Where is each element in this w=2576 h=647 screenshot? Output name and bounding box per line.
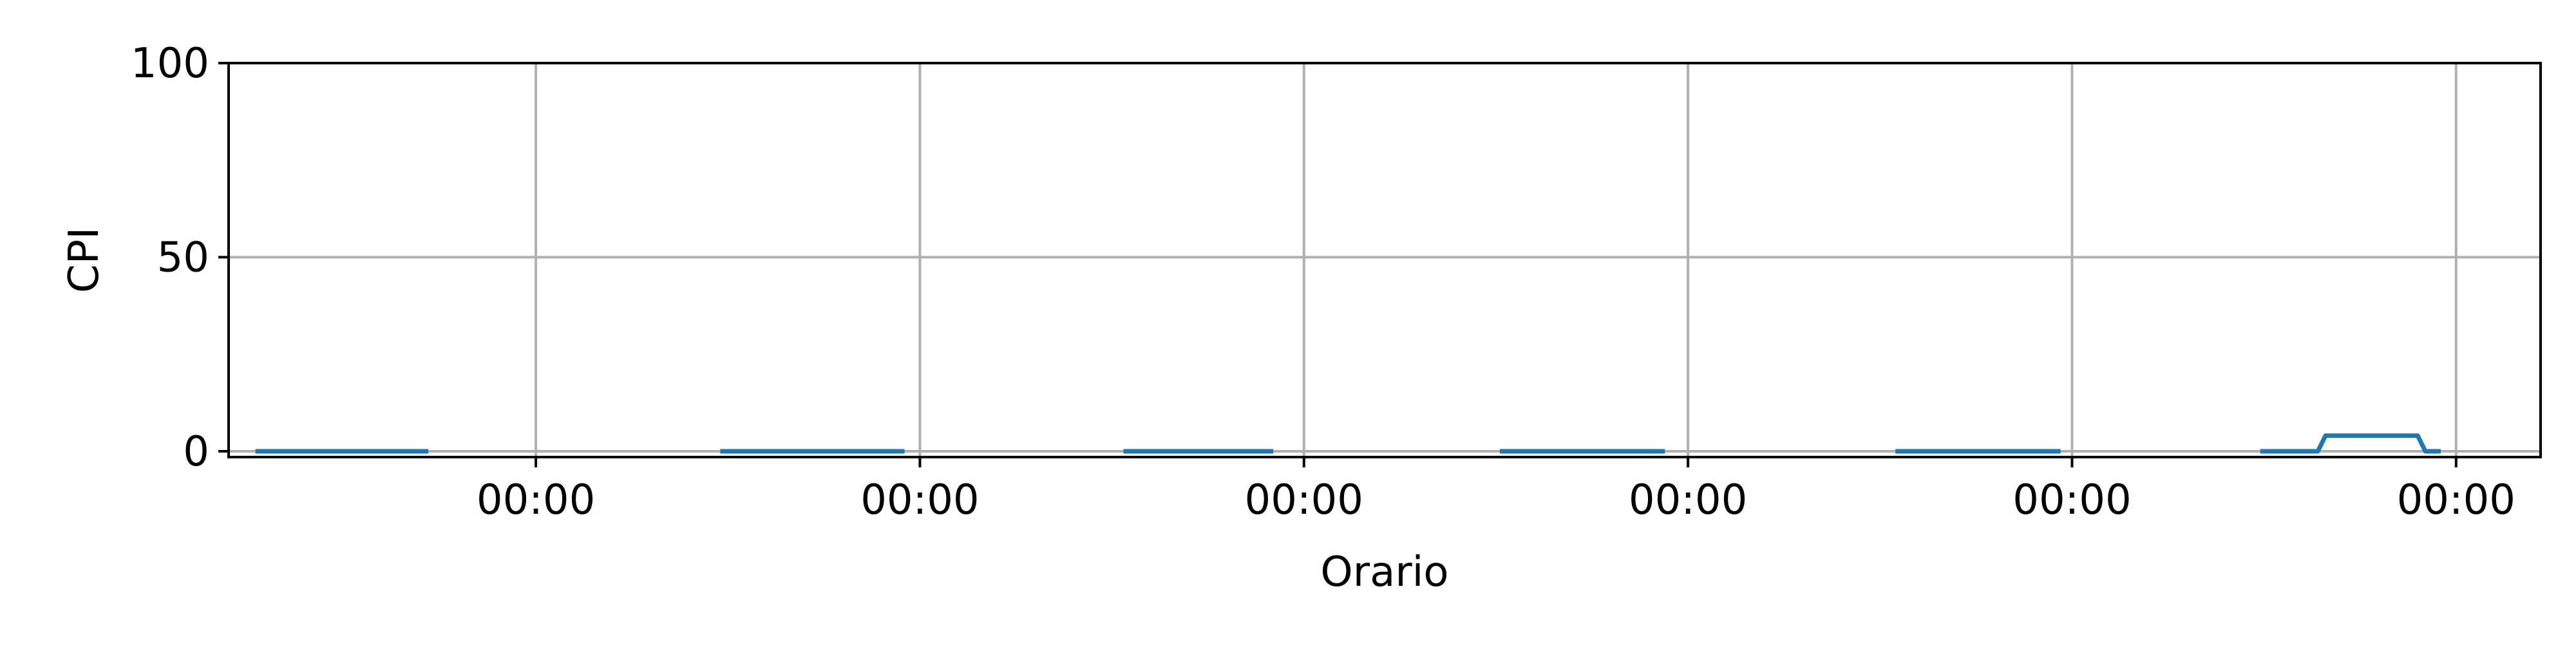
x-tick-label: 00:00 xyxy=(860,476,979,524)
x-tick-label: 00:00 xyxy=(2012,476,2131,524)
series-layer xyxy=(255,433,2441,454)
x-tick-label: 00:00 xyxy=(477,476,595,524)
plot-area-frame xyxy=(227,62,2542,458)
y-tick-label: 0 xyxy=(183,428,209,476)
x-tick-label: 00:00 xyxy=(1245,476,1363,524)
y-tick-label: 50 xyxy=(157,234,209,281)
y-tick-label: 100 xyxy=(131,40,209,88)
x-axis-ticks: 00:00 00:00 00:00 00:00 00:00 00:00 xyxy=(477,457,2515,524)
series-line-segment xyxy=(2260,433,2441,454)
x-tick-label: 00:00 xyxy=(2397,476,2515,524)
x-axis-label: Orario xyxy=(1320,549,1448,596)
grid-lines xyxy=(229,62,2541,457)
y-axis-label: CPI xyxy=(61,227,108,293)
x-tick-label: 00:00 xyxy=(1629,476,1747,524)
y-axis-ticks: 0 50 100 xyxy=(131,40,229,476)
